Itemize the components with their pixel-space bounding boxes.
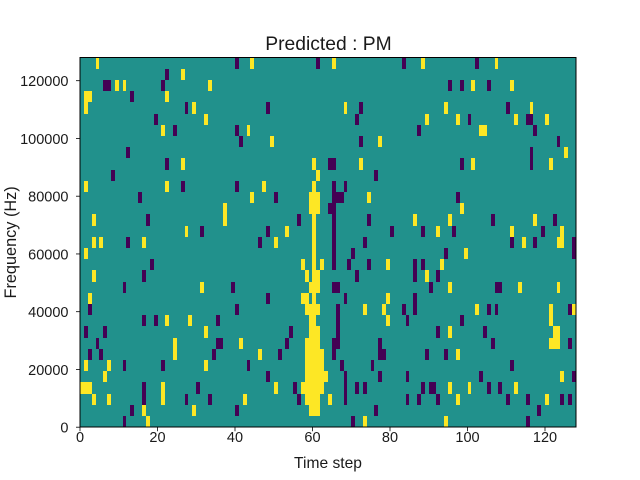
svg-text:60000: 60000 (28, 247, 68, 263)
svg-text:40: 40 (227, 430, 243, 446)
svg-text:80: 80 (382, 430, 398, 446)
svg-text:Frequency (Hz): Frequency (Hz) (2, 186, 20, 298)
svg-text:120: 120 (533, 430, 557, 446)
svg-text:100: 100 (455, 430, 479, 446)
svg-text:60: 60 (304, 430, 320, 446)
svg-text:40000: 40000 (28, 305, 68, 321)
svg-text:20: 20 (149, 430, 165, 446)
svg-text:120000: 120000 (20, 74, 68, 90)
svg-text:80000: 80000 (28, 190, 68, 206)
svg-text:0: 0 (76, 430, 84, 446)
svg-text:Time step: Time step (294, 455, 362, 472)
svg-text:Predicted : PM: Predicted : PM (265, 34, 391, 55)
svg-text:20000: 20000 (28, 363, 68, 379)
svg-text:100000: 100000 (20, 132, 68, 148)
svg-text:0: 0 (60, 421, 68, 437)
